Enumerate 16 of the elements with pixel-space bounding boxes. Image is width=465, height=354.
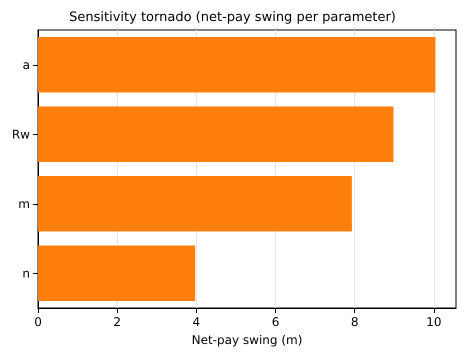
x-tick-label: 2 [113, 315, 121, 329]
y-tick-label: m [18, 196, 30, 211]
bar [38, 106, 394, 162]
chart-title: Sensitivity tornado (net-pay swing per parameter) [69, 10, 396, 25]
y-tick-label: n [22, 266, 30, 280]
y-tick-label: Rw [12, 127, 30, 142]
bar [38, 245, 196, 302]
x-tick-label: 4 [192, 315, 200, 329]
x-tick-label: 6 [272, 315, 280, 329]
x-axis-title: Net-pay swing (m) [192, 333, 302, 347]
bar [38, 176, 352, 232]
x-tick-label: 0 [34, 315, 42, 329]
bar [38, 36, 436, 93]
x-tick-label: 8 [350, 315, 358, 329]
y-tick-label: a [22, 58, 30, 72]
x-tick-label: 10 [426, 315, 442, 329]
